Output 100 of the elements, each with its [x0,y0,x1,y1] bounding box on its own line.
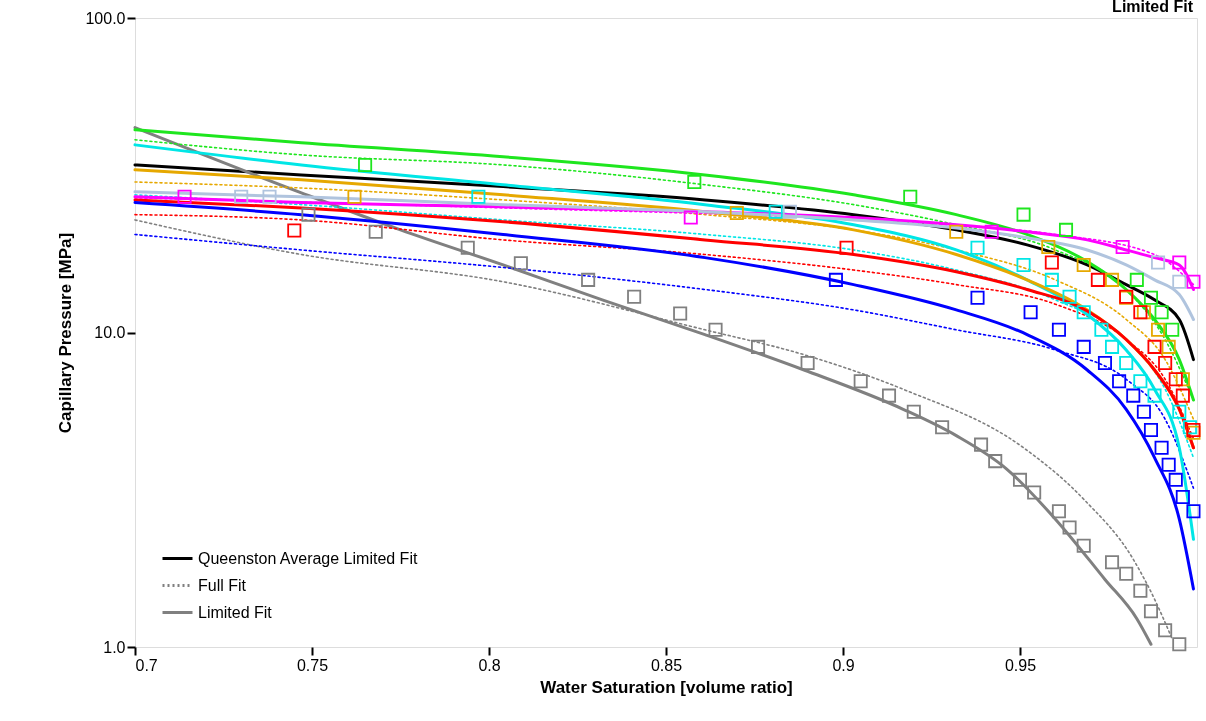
point [1175,388,1190,403]
point [1147,339,1162,354]
point [1076,339,1091,354]
point [1186,504,1201,519]
legend-label: Limited Fit [198,603,273,621]
point [1044,255,1059,270]
point [1076,257,1091,272]
point [1168,472,1183,487]
point [839,240,854,255]
point [1175,489,1190,504]
y-tick-label: 1.0 [103,638,126,656]
point [708,322,723,337]
point [1105,272,1120,287]
point [970,240,985,255]
point [262,189,277,204]
point [301,207,316,222]
point [882,388,897,403]
point [906,404,921,419]
legend-label: Queenston Average Limited Fit [198,549,418,567]
point [683,210,698,225]
point [1172,255,1187,270]
point [1143,422,1158,437]
point [1105,339,1120,354]
point [1161,339,1176,354]
point [853,374,868,389]
point [1119,355,1134,370]
point [1154,440,1169,455]
point [1051,322,1066,337]
point [984,224,999,239]
point [1143,290,1158,305]
point [1136,404,1151,419]
point [782,204,797,219]
point [1115,239,1130,255]
point [1165,322,1180,337]
point [1062,520,1077,535]
x-tick-label: 0.9 [832,656,855,674]
point [1151,322,1166,337]
line-series [133,201,1195,591]
point [1158,355,1173,370]
point [347,189,362,204]
point [949,224,964,239]
point [1151,255,1166,270]
point [1143,604,1158,619]
point [1012,472,1028,487]
line-series [133,143,1195,541]
point [1016,207,1031,222]
point [687,174,702,190]
point [460,240,475,255]
x-axis-title: Water Saturation [volume ratio] [540,677,793,697]
point [828,272,843,287]
point [1172,637,1187,652]
point [751,339,766,354]
point [970,290,985,305]
point [471,189,486,204]
point [1105,555,1120,570]
point [1168,372,1183,387]
point [1133,583,1148,598]
point [287,223,302,238]
point [1147,388,1162,403]
point [1133,374,1148,389]
point [581,272,596,287]
point [1023,305,1038,320]
point [627,289,642,304]
point [1076,538,1091,553]
point [800,355,815,370]
point [1172,274,1187,289]
point [1129,272,1144,287]
point [358,157,373,172]
point [768,204,783,219]
point [1097,355,1112,370]
point [988,454,1003,469]
point [513,256,528,271]
point [1161,457,1176,472]
x-tick-label: 0.8 [478,656,501,674]
line-series [133,190,1195,321]
point [1158,623,1173,638]
point [1076,305,1091,320]
point [1154,305,1169,320]
y-tick-label: 10.0 [94,324,126,341]
point [1027,485,1042,500]
point [177,189,192,204]
x-tick-label: 0.75 [296,656,329,674]
point [368,224,383,239]
point [1094,322,1109,337]
x-tick-label: 0.95 [1004,656,1037,674]
point [1059,222,1074,237]
point [673,306,688,321]
point [935,420,950,435]
legend-label: Full Fit [198,576,247,594]
point [1175,372,1190,387]
y-tick-label: 100.0 [85,9,126,27]
point [1041,239,1056,255]
point [234,189,249,204]
x-tick-label: 0.85 [650,656,683,674]
point [974,437,989,452]
point [1044,272,1059,287]
point [1186,274,1201,289]
point [1119,566,1134,581]
point [1051,504,1066,519]
point [1090,272,1105,287]
